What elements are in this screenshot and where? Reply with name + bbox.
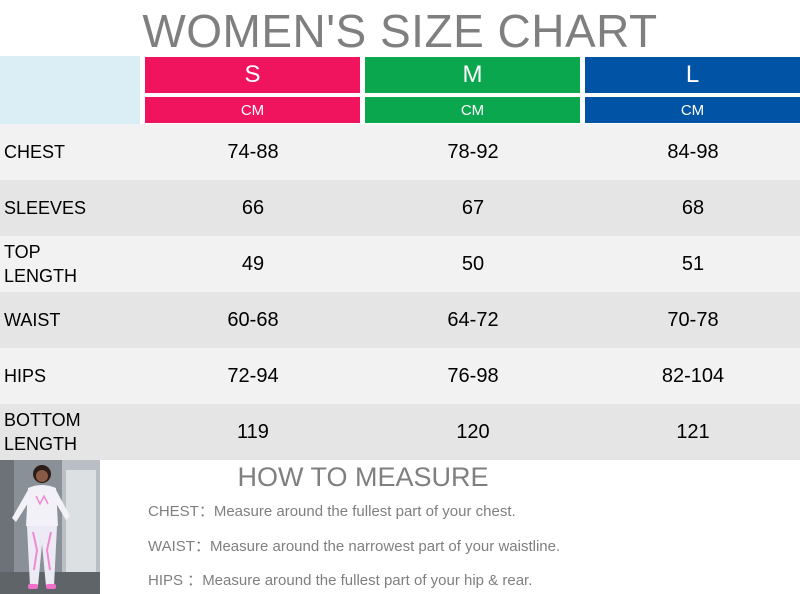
table-cell: 50 [461,252,485,275]
table-cell: 60-68 [227,308,279,331]
size-header-s: S [145,57,360,93]
table-cell: 120 [456,420,490,443]
table-cell: 72-94 [227,364,279,387]
table-cell: 67 [461,196,485,219]
size-header-l: L [585,57,800,93]
measure-key: CHEST： [148,503,214,520]
measure-text: Measure around the narrowest part of you… [209,538,561,555]
table-row: SLEEVES 66 67 68 [0,180,800,236]
table-cell: 49 [241,252,265,275]
model-photo [0,460,100,594]
table-cell: 51 [681,252,705,275]
table-cell: 84-98 [667,140,719,163]
model-figure-icon [0,460,100,594]
table-row: HIPS 72-94 76-98 82-104 [0,348,800,404]
table-cell: 66 [241,196,265,219]
table-row: CHEST 74-88 78-92 84-98 [0,124,800,180]
measure-key: WAIST： [148,538,210,555]
page-title: WOMEN'S SIZE CHART [142,5,658,57]
measure-key: HIPS ： [148,572,203,589]
unit-header-l: CM [585,97,800,123]
table-cell: 64-72 [447,308,499,331]
measure-text: Measure around the fullest part of your … [213,503,516,520]
table-cell: 78-92 [447,140,499,163]
table-cell: 82-104 [661,364,725,387]
table-cell: 70-78 [667,308,719,331]
measure-item-chest: CHEST：Measure around the fullest part of… [148,500,516,521]
table-row: WAIST 60-68 64-72 70-78 [0,292,800,348]
row-label: BOTTOM LENGTH [4,410,81,454]
row-label: CHEST [4,142,66,162]
row-label: TOP LENGTH [4,242,78,286]
table-row: TOP LENGTH 49 50 51 [0,236,800,292]
table-row: BOTTOM LENGTH 119 120 121 [0,404,800,460]
measure-item-waist: WAIST：Measure around the narrowest part … [148,535,560,556]
size-header-m: M [365,57,580,93]
table-cell: 74-88 [227,140,279,163]
table-cell: 68 [681,196,705,219]
measure-item-hips: HIPS ：Measure around the fullest part of… [148,569,532,590]
unit-header-m: CM [365,97,580,123]
header-corner [0,56,140,124]
table-cell: 121 [676,420,710,443]
row-label: HIPS [4,366,47,386]
row-label: SLEEVES [4,198,87,218]
table-cell: 119 [237,420,269,443]
unit-header-s: CM [145,97,360,123]
table-cell: 76-98 [447,364,499,387]
row-label: WAIST [4,310,61,330]
measure-text: Measure around the fullest part of your … [202,572,533,589]
how-to-measure-title: HOW TO MEASURE [237,462,489,492]
